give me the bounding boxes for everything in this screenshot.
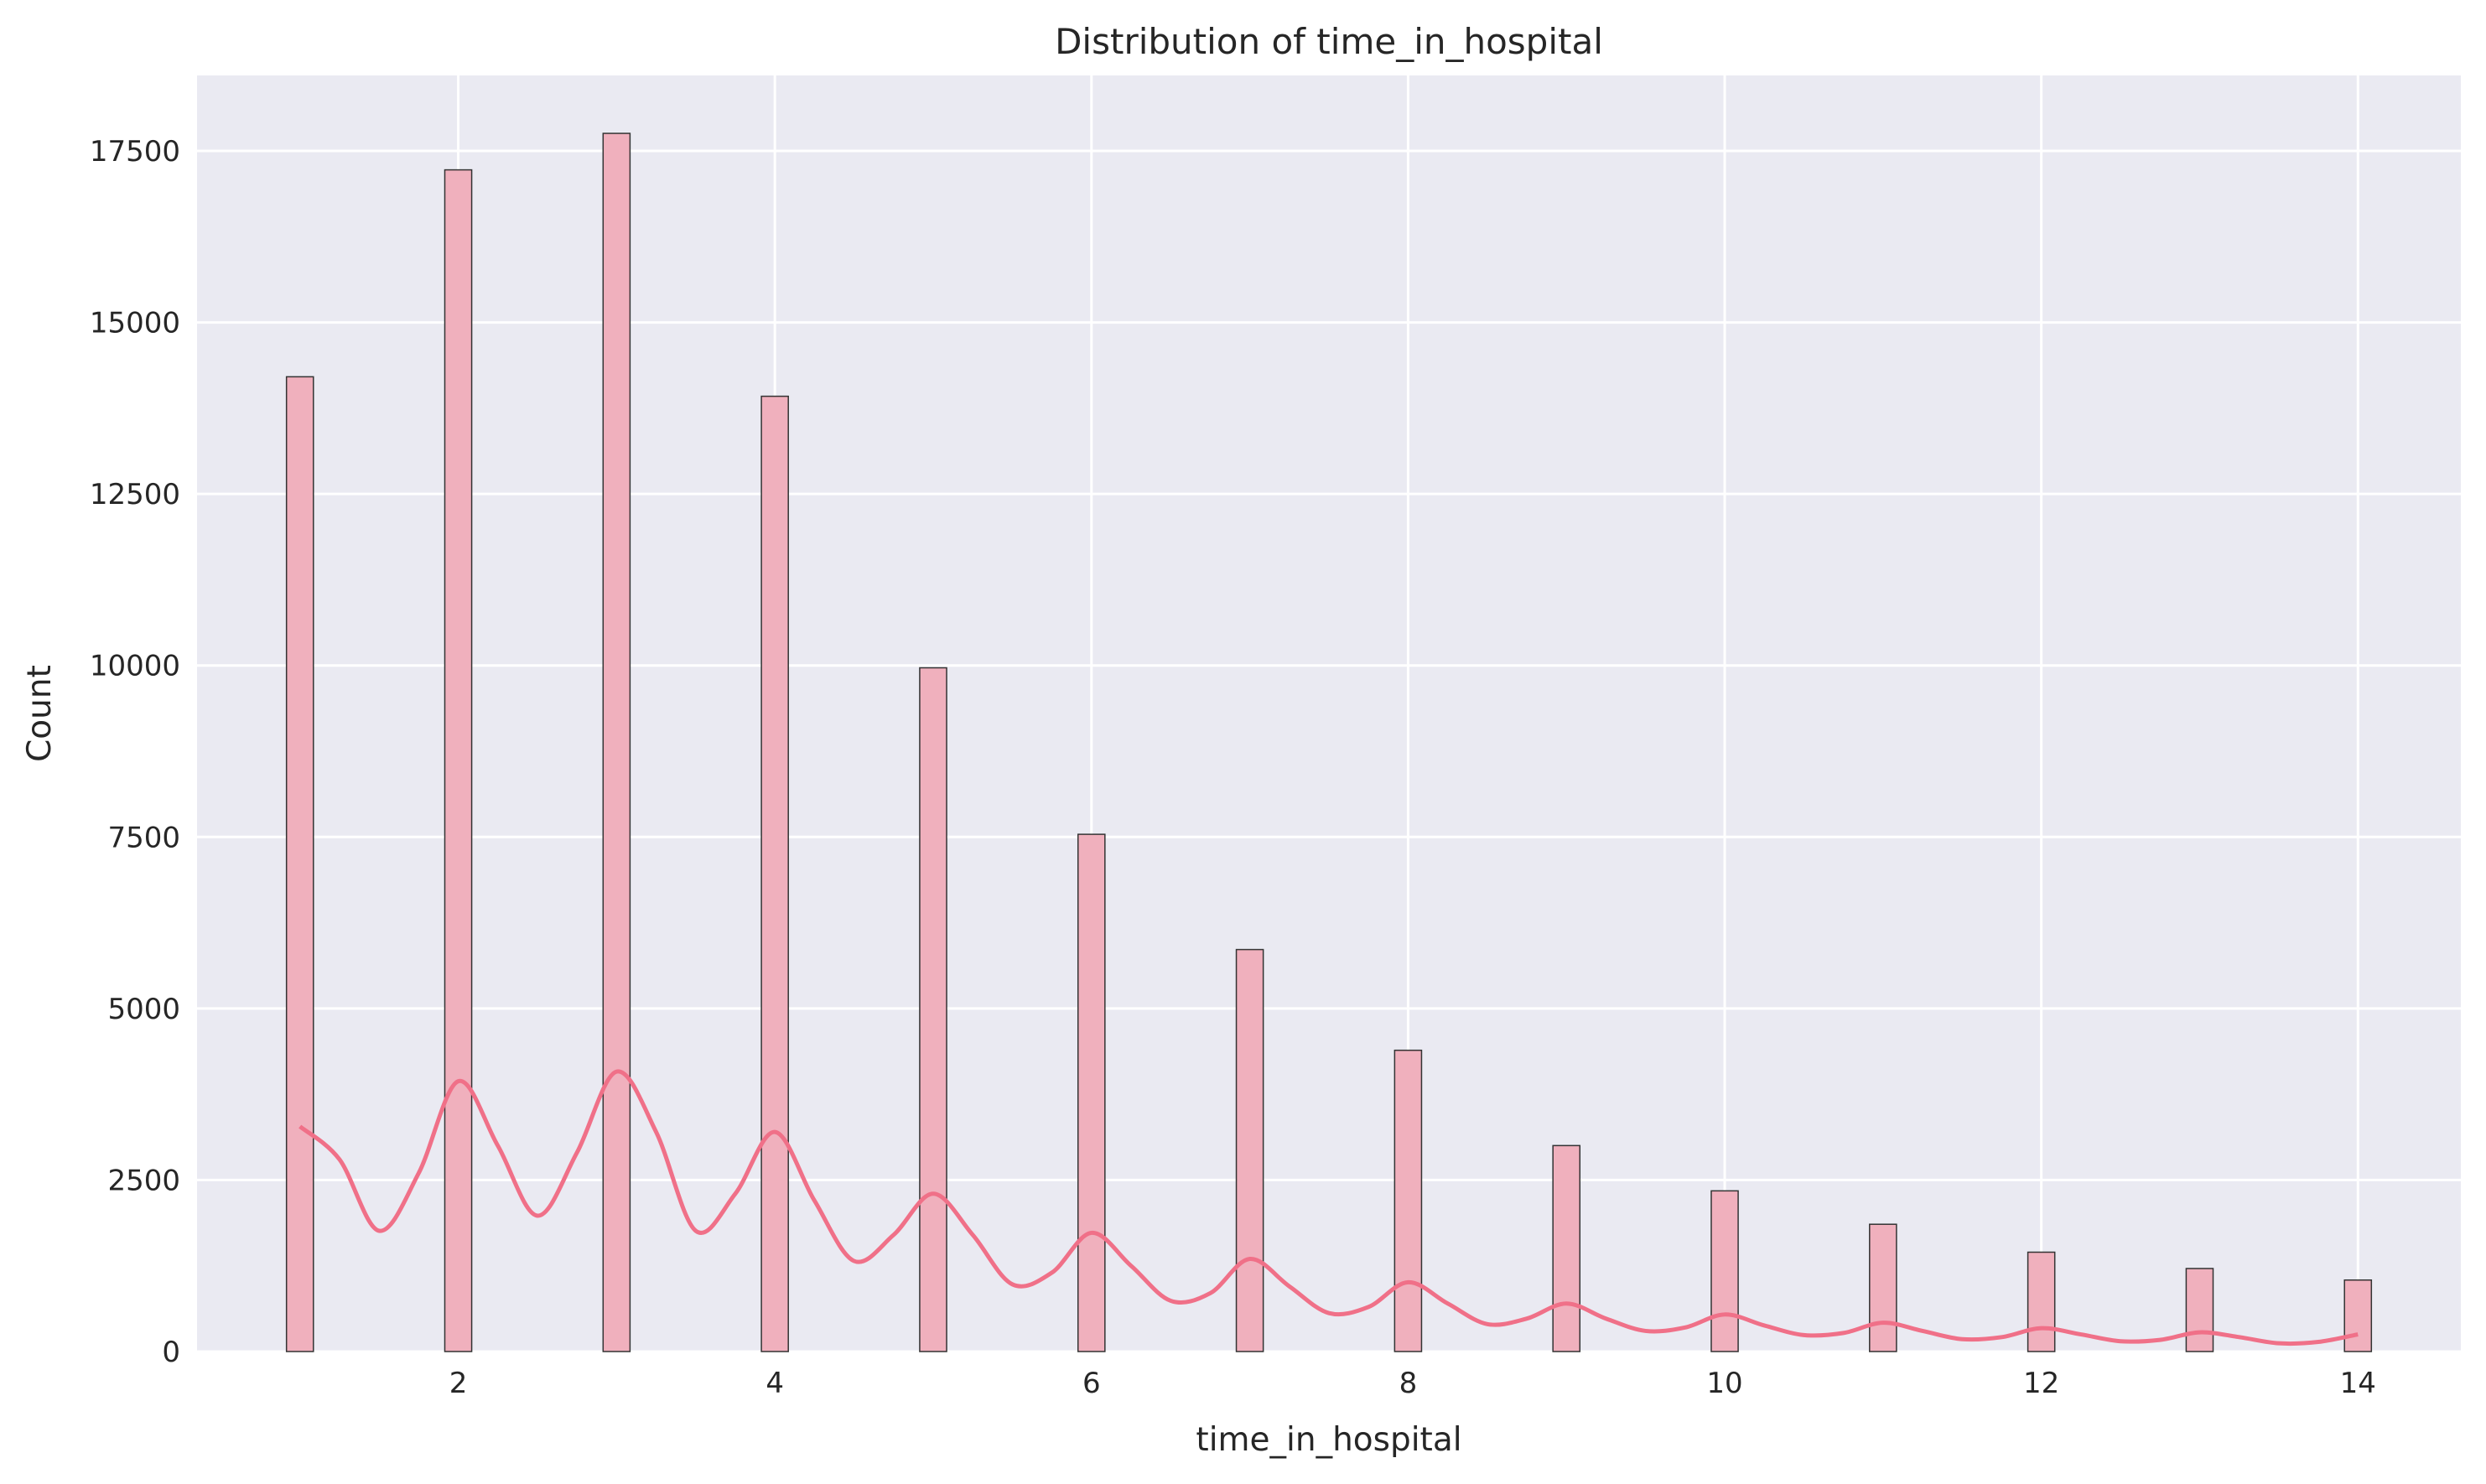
- histogram-bar: [1869, 1223, 1897, 1352]
- histogram-bar: [2343, 1279, 2373, 1352]
- x-tick-label: 14: [2340, 1367, 2376, 1400]
- y-tick-label: 10000: [90, 650, 180, 683]
- y-tick-labels: 0 2500 5000 7500 10000 12500 15000 17500: [90, 135, 180, 1369]
- histogram-bar: [602, 132, 631, 1352]
- kde-line: [298, 1069, 2359, 1346]
- chart-title: Distribution of time_in_hospital: [1055, 21, 1603, 62]
- histogram-bar: [1077, 833, 1106, 1352]
- x-tick-label: 8: [1399, 1367, 1418, 1400]
- y-axis-label: Count: [21, 665, 59, 762]
- histogram-bar: [1394, 1049, 1423, 1352]
- x-axis-label: time_in_hospital: [1196, 1421, 1461, 1459]
- plot-background: [197, 75, 2461, 1352]
- x-tick-label: 6: [1082, 1367, 1101, 1400]
- y-tick-label: 15000: [90, 307, 180, 340]
- y-tick-label: 2500: [107, 1164, 180, 1197]
- histogram-bar: [1710, 1190, 1739, 1352]
- histogram-bar: [1235, 948, 1264, 1352]
- y-tick-label: 5000: [107, 993, 180, 1026]
- y-tick-label: 17500: [90, 135, 180, 169]
- y-tick-label: 7500: [107, 821, 180, 854]
- x-tick-labels: 2 4 6 8 10 12 14: [449, 1367, 2376, 1400]
- histogram-bars: [285, 132, 2373, 1352]
- y-tick-label: 12500: [90, 478, 180, 511]
- histogram-bar: [1552, 1144, 1581, 1352]
- x-tick-label: 10: [1706, 1367, 1742, 1400]
- y-tick-label: 0: [162, 1336, 180, 1369]
- x-tick-label: 2: [449, 1367, 468, 1400]
- grid-lines: [197, 75, 2461, 1353]
- histogram-bar: [760, 395, 789, 1352]
- histogram-bar: [2027, 1251, 2056, 1352]
- histogram-bar: [2185, 1268, 2214, 1352]
- x-tick-label: 4: [766, 1367, 784, 1400]
- histogram-bar: [919, 667, 947, 1352]
- histogram-bar: [444, 169, 473, 1352]
- x-tick-label: 12: [2023, 1367, 2059, 1400]
- histogram-bar: [285, 376, 314, 1352]
